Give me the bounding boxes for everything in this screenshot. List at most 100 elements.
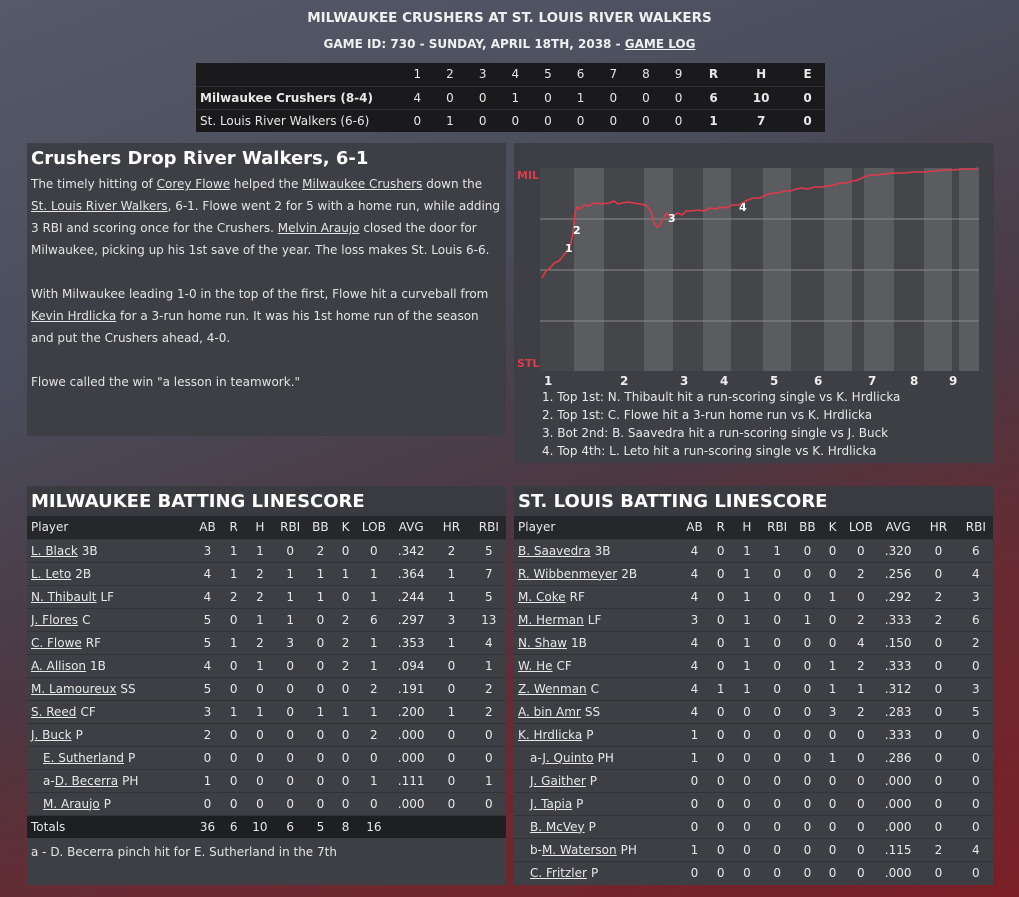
player-link[interactable]: M. Herman [518, 612, 584, 627]
player-link[interactable]: M. Coke [518, 589, 566, 604]
stat-cell: 6 [958, 607, 993, 631]
column-header[interactable]: K [334, 516, 357, 539]
column-header[interactable]: K [821, 516, 844, 539]
column-header[interactable]: BB [793, 516, 822, 539]
player-link[interactable]: W. He [518, 658, 553, 673]
player-link[interactable]: C. Fritzler [530, 865, 587, 880]
stat-cell: 0 [843, 837, 878, 861]
stat-cell: 2 [245, 630, 275, 654]
player-link[interactable]: M. Araujo [43, 796, 100, 811]
column-header[interactable]: R [708, 516, 733, 539]
player-link[interactable]: N. Shaw [518, 635, 567, 650]
recap-text: With Milwaukee leading 1-0 in the top of… [31, 287, 489, 301]
player-link[interactable]: A. Allison [31, 658, 87, 673]
player-link[interactable]: L. Black [31, 543, 78, 558]
stat-cell: 0 [221, 768, 246, 792]
player-link[interactable]: L. Leto [31, 566, 72, 581]
column-header[interactable]: LOB [843, 516, 878, 539]
stat-cell: 0 [306, 607, 335, 631]
column-header[interactable]: RBI [471, 516, 506, 539]
column-header[interactable]: AVG [877, 516, 919, 539]
column-header[interactable]: Player [27, 516, 194, 539]
stat-cell: 1 [821, 676, 844, 700]
team-link-milwaukee[interactable]: Milwaukee Crushers [302, 177, 423, 191]
stat-cell: .333 [877, 722, 919, 746]
column-header[interactable]: HR [431, 516, 472, 539]
game-subtitle: GAME ID: 730 - SUNDAY, APRIL 18TH, 2038 … [0, 37, 1019, 51]
inning-runs: 0 [662, 85, 695, 109]
column-header[interactable]: RBI [958, 516, 993, 539]
stat-cell: 0 [732, 814, 762, 838]
player-position: SS [120, 681, 136, 696]
stat-cell: 0 [821, 860, 844, 884]
stat-cell: 0 [958, 768, 993, 792]
stat-cell: 1 [356, 630, 391, 654]
stat-cell: 0 [245, 768, 275, 792]
batter-row: K. Hrdlicka P 1 0 0 0 0 0 0.333 0 0 [514, 722, 993, 746]
total-cell: 6 [221, 814, 246, 838]
player-link[interactable]: K. Hrdlicka [518, 727, 583, 742]
player-link[interactable]: J. Quinto [542, 750, 594, 765]
stat-cell: 0 [793, 653, 822, 677]
player-link[interactable]: J. Buck [31, 727, 72, 742]
play-marker: 4 [739, 201, 747, 214]
player-link[interactable]: B. McVey [530, 819, 585, 834]
player-link[interactable]: M. Waterson [541, 842, 617, 857]
player-link[interactable]: E. Sutherland [43, 750, 124, 765]
stat-cell: 0 [334, 768, 357, 792]
stat-cell: 0 [918, 676, 959, 700]
batter-cell: A. Allison 1B [27, 653, 194, 677]
column-header[interactable]: BB [306, 516, 335, 539]
player-link[interactable]: A. bin Amr [518, 704, 581, 719]
stat-cell: 3 [193, 538, 222, 562]
stat-cell: 2 [918, 607, 959, 631]
column-header[interactable]: RBI [274, 516, 307, 539]
column-header[interactable]: RBI [761, 516, 794, 539]
player-link[interactable]: J. Gaither [530, 773, 586, 788]
stat-cell: 1 [274, 607, 307, 631]
player-link-kevin-hrdlicka[interactable]: Kevin Hrdlicka [31, 309, 117, 323]
stat-cell: 1 [356, 699, 391, 723]
player-link[interactable]: Z. Wenman [518, 681, 587, 696]
stat-cell: 0 [918, 561, 959, 585]
stat-cell: 4 [680, 561, 709, 585]
stat-cell: .150 [877, 630, 919, 654]
column-header[interactable]: Player [514, 516, 681, 539]
player-link[interactable]: M. Lamoureux [31, 681, 117, 696]
player-link[interactable]: N. Thibault [31, 589, 97, 604]
column-header[interactable]: R [221, 516, 246, 539]
column-header[interactable]: AB [680, 516, 709, 539]
column-header[interactable]: H [732, 516, 762, 539]
game-log-link[interactable]: GAME LOG [624, 37, 696, 51]
player-link[interactable]: J. Tapia [530, 796, 573, 811]
stat-cell: 0 [958, 814, 993, 838]
inning-runs: 0 [629, 85, 663, 109]
player-link[interactable]: R. Wibbenmeyer [518, 566, 618, 581]
player-link[interactable]: S. Reed [31, 704, 77, 719]
player-link-corey-flowe[interactable]: Corey Flowe [156, 177, 231, 191]
stat-cell: 0 [793, 837, 822, 861]
st-louis-batting-title: ST. LOUIS BATTING LINESCORE [514, 486, 993, 516]
column-header[interactable]: HR [918, 516, 959, 539]
team-link-st-louis[interactable]: St. Louis River Walkers [31, 199, 168, 213]
stat-cell: 2 [356, 722, 391, 746]
column-header[interactable]: AVG [390, 516, 432, 539]
inning-header: 9 [674, 67, 683, 82]
player-link[interactable]: C. Flowe [31, 635, 82, 650]
stat-cell: 0 [306, 768, 335, 792]
stat-cell: 0 [732, 791, 762, 815]
recap-text: helped the [230, 177, 303, 191]
column-header[interactable]: H [245, 516, 275, 539]
stat-cell: 0 [708, 699, 733, 723]
column-header[interactable]: AB [193, 516, 222, 539]
stat-cell: .342 [390, 538, 432, 562]
player-link[interactable]: B. Saavedra [518, 543, 591, 558]
column-header[interactable]: LOB [356, 516, 391, 539]
stat-cell: 0 [761, 561, 794, 585]
stat-cell: 1 [471, 768, 506, 792]
player-link[interactable]: J. Flores [31, 612, 79, 627]
player-link[interactable]: D. Becerra [54, 773, 119, 788]
player-position: LF [100, 589, 115, 604]
player-link-melvin-araujo[interactable]: Melvin Araujo [277, 221, 360, 235]
